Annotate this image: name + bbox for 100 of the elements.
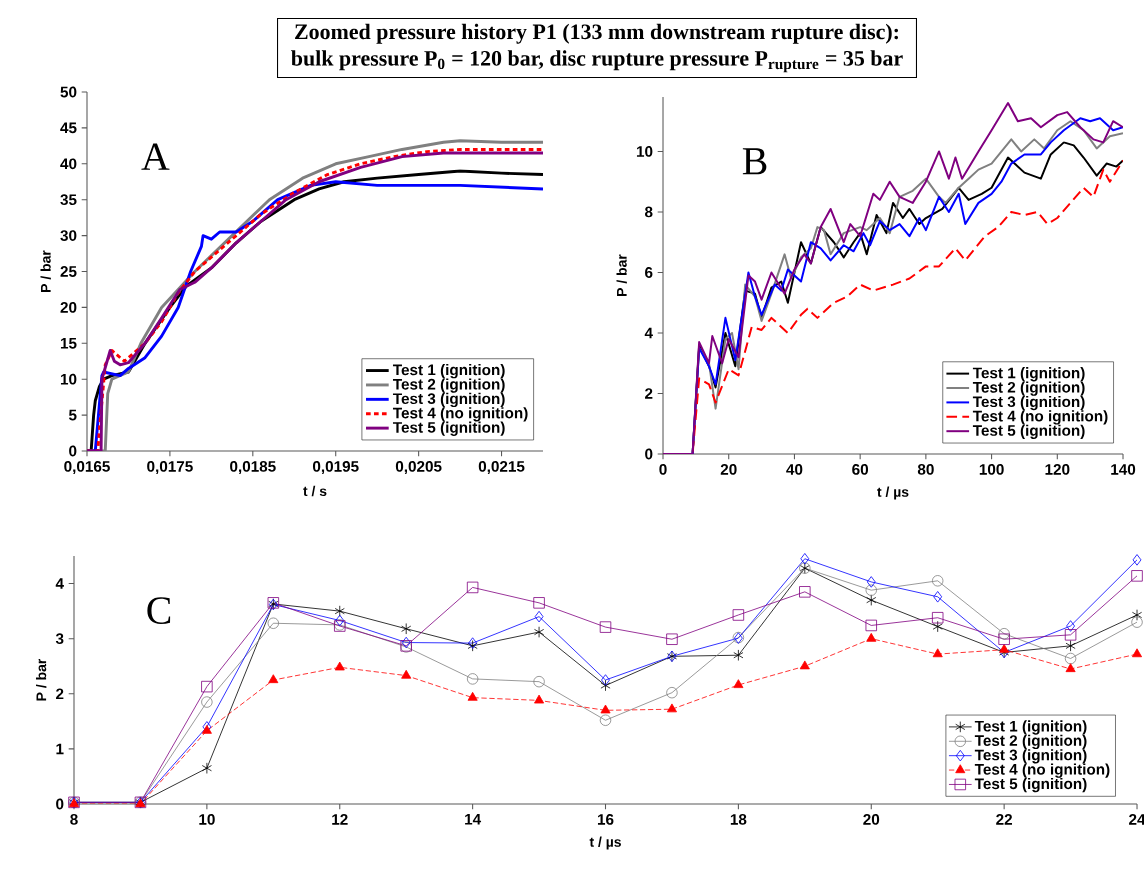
y-tick-label: 35 <box>60 194 77 206</box>
x-tick-label: 100 <box>979 464 1004 475</box>
y-tick-label: 4 <box>55 578 64 589</box>
point <box>866 632 877 642</box>
legend-label: Test 3 (ignition) <box>392 392 505 408</box>
point <box>334 605 345 617</box>
point <box>600 679 611 692</box>
point <box>201 696 213 708</box>
x-tick-label: 80 <box>917 464 934 475</box>
y-axis-title: P / bar <box>616 254 627 296</box>
point <box>401 636 411 649</box>
y-axis-title: P / bar <box>40 250 51 292</box>
point <box>733 649 744 661</box>
point <box>800 553 810 565</box>
annotation: A <box>141 143 170 170</box>
x-tick-label: 60 <box>852 464 869 475</box>
point <box>599 714 612 726</box>
annotation: B <box>742 148 767 175</box>
x-tick-label: 20 <box>720 464 737 475</box>
point <box>600 704 611 714</box>
y-tick-label: 0 <box>645 448 653 460</box>
point <box>534 694 545 704</box>
point <box>466 673 479 685</box>
y-tick-label: 20 <box>60 301 77 313</box>
x-tick-label: 0,0195 <box>312 461 359 475</box>
legend-label: Test 3 (ignition) <box>974 749 1087 764</box>
point <box>1131 570 1143 582</box>
x-tick-label: 10 <box>199 814 215 825</box>
x-tick-label: 0 <box>659 464 667 475</box>
x-tick-label: 22 <box>996 814 1013 825</box>
y-tick-label: 8 <box>644 206 653 218</box>
x-axis-title: t / s <box>303 485 327 497</box>
point <box>998 633 1010 645</box>
point <box>998 628 1010 640</box>
point <box>1131 616 1143 628</box>
y-tick-label: 10 <box>636 146 653 157</box>
legend-label: Test 1 (ignition) <box>972 367 1085 382</box>
point <box>201 762 212 774</box>
legend-label: Test 4 (no ignition) <box>392 407 528 422</box>
y-tick-label: 30 <box>60 230 77 242</box>
point <box>1132 609 1143 621</box>
point <box>866 594 877 606</box>
y-tick-label: 2 <box>645 388 653 399</box>
point <box>931 612 944 624</box>
x-tick-label: 0,0205 <box>395 461 442 475</box>
y-tick-label: 45 <box>60 122 77 134</box>
legend-label: Test 2 (ignition) <box>974 734 1087 750</box>
text: Zoomed pressure history P1 (133 mm downstream rupture disc): <box>295 23 898 44</box>
point <box>866 576 876 588</box>
x-tick-label: 16 <box>597 814 614 825</box>
point <box>931 575 944 587</box>
y-tick-label: 3 <box>55 633 64 645</box>
y-tick-label: 0 <box>56 798 64 810</box>
x-tick-label: 0,0185 <box>230 461 276 475</box>
point <box>534 610 544 623</box>
point <box>1065 663 1076 673</box>
y-tick-label: 1 <box>56 743 64 755</box>
y-tick-label: 4 <box>644 327 653 339</box>
point <box>599 621 612 633</box>
x-tick-label: 18 <box>730 814 747 825</box>
x-tick-label: 140 <box>1111 464 1136 475</box>
point <box>666 686 678 699</box>
point <box>865 584 877 596</box>
point <box>334 661 345 671</box>
point <box>1132 648 1143 658</box>
legend-label: Test 5 (ignition) <box>392 421 505 436</box>
x-tick-label: 120 <box>1045 464 1070 475</box>
point <box>666 703 677 713</box>
y-tick-label: 10 <box>60 373 77 385</box>
point <box>534 626 545 638</box>
legend-label: Test 2 (ignition) <box>392 378 505 393</box>
point <box>533 675 545 688</box>
y-tick-label: 15 <box>60 337 77 349</box>
y-tick-label: 25 <box>60 266 77 277</box>
y-tick-label: 5 <box>68 409 77 421</box>
point <box>533 597 545 609</box>
legend-label: Test 5 (ignition) <box>974 777 1087 793</box>
y-tick-label: 50 <box>60 86 77 98</box>
legend-label: Test 5 (ignition) <box>972 424 1085 439</box>
y-tick-label: 0 <box>69 445 77 457</box>
legend-label: Test 4 (no ignition) <box>972 410 1108 425</box>
point <box>1132 554 1142 566</box>
point <box>732 609 745 621</box>
point <box>335 614 345 627</box>
point <box>799 586 811 598</box>
point <box>1064 629 1077 641</box>
x-tick-label: 12 <box>332 814 348 825</box>
point <box>1066 620 1075 632</box>
text: bulk pressure P$_{0}$ = 120 bar, disc rupture pressure P$_{rupture}$ = 35 bar <box>291 50 903 73</box>
legend-label: Test 4 (no ignition) <box>974 763 1110 778</box>
point <box>401 623 412 635</box>
point <box>467 691 478 701</box>
annotation: C <box>147 597 171 624</box>
point <box>865 619 877 632</box>
x-axis-title: t / µs <box>589 836 621 850</box>
y-axis-title: P / bar <box>35 658 47 701</box>
x-tick-label: 0,0215 <box>478 461 525 475</box>
legend-label: Test 1 (ignition) <box>392 364 505 379</box>
point <box>733 679 744 689</box>
legend-label: Test 1 (ignition) <box>974 720 1087 735</box>
